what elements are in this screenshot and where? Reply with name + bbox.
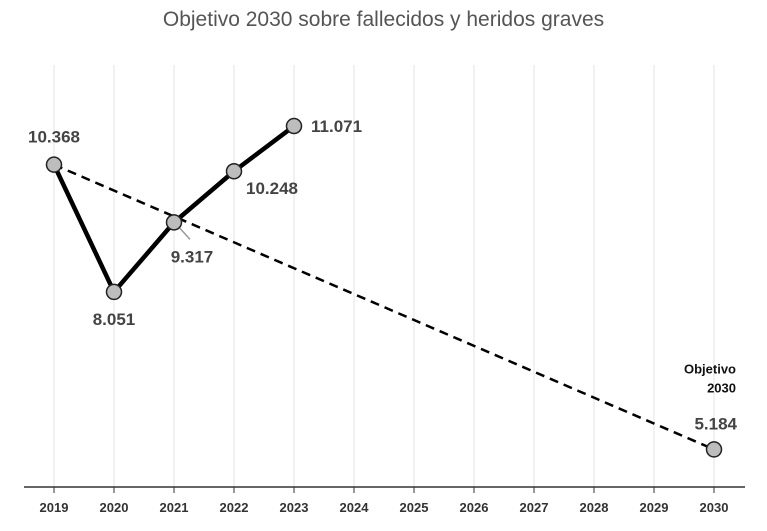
data-label-2021: 9.317 [171,247,214,266]
x-tick-label-2025: 2025 [400,500,429,515]
chart-title: Objetivo 2030 sobre fallecidos y heridos… [162,8,605,31]
data-label-2023: 11.071 [311,117,362,136]
data-point-target-2030 [705,441,723,458]
annotation-year: 2030 [707,380,736,395]
x-tick-label-2030: 2030 [700,500,729,515]
x-tick-label-2020: 2020 [100,500,129,515]
x-tick-label-2027: 2027 [520,500,549,515]
x-tick-label-2026: 2026 [460,500,489,515]
target-dashed-line [53,163,715,451]
label-leader-2021 [179,227,191,240]
data-point-2021 [165,214,183,231]
data-point-2020 [105,283,123,301]
data-label-target-2030: 5.184 [694,414,737,433]
x-tick-label-2023: 2023 [280,500,309,515]
annotation-objetivo: Objetivo [684,361,736,376]
x-tick-label-2028: 2028 [580,500,609,515]
x-tick-label-2022: 2022 [220,500,249,515]
data-point-2023 [285,117,303,135]
x-tick-label-2024: 2024 [340,500,370,515]
data-label-2020: 8.051 [93,310,136,329]
x-tick-label-2029: 2029 [640,500,669,515]
x-tick-label-2021: 2021 [160,500,189,515]
x-tick-label-2019: 2019 [40,500,69,515]
data-label-2022: 10.248 [246,179,298,198]
data-point-2022 [225,162,243,180]
data-label-2019: 10.368 [28,128,80,147]
data-point-2019 [45,156,63,173]
